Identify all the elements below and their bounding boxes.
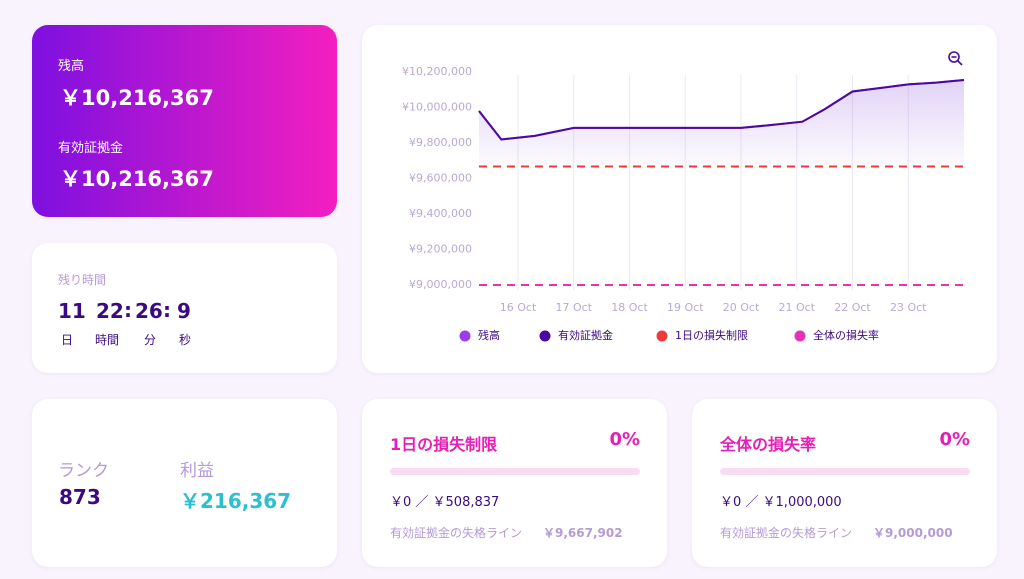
x-tick-label: 16 Oct [500, 301, 537, 314]
y-tick-label: ¥9,200,000 [409, 243, 472, 256]
progress-bar [720, 468, 970, 475]
profit: ￥216,367 [180, 489, 292, 513]
x-tick-label: 19 Oct [667, 301, 704, 314]
loss-title: 1日の損失制限 [390, 435, 498, 454]
zoom-icon[interactable] [948, 51, 963, 66]
countdown-label: 残り時間 [58, 273, 107, 287]
line-label: 有効証拠金の失格ライン [390, 526, 523, 540]
minutes-unit: 分 [144, 333, 157, 347]
minutes: 26 [135, 299, 163, 323]
legend-label: 有効証拠金 [558, 328, 613, 342]
line-value: ￥9,667,902 [543, 526, 623, 540]
y-tick-label: ¥9,400,000 [409, 207, 472, 220]
loss-card: 1日の損失制限 0% ￥0 ／ ￥508,837 有効証拠金の失格ライン ￥9,… [362, 399, 667, 567]
x-tick-label: 22 Oct [834, 301, 871, 314]
loss-amount: ￥0 ／ ￥1,000,000 [720, 495, 842, 510]
loss-amount: ￥0 ／ ￥508,837 [390, 495, 500, 510]
balance: ￥10,216,367 [60, 86, 214, 110]
legend-swatch [656, 330, 668, 342]
legend-label: 全体の損失率 [813, 328, 879, 342]
legend-item[interactable]: 全体の損失率 [794, 328, 880, 342]
progress-bar [390, 468, 640, 475]
chart-card: ¥9,000,000 ¥9,200,000 ¥9,400,000 ¥9,600,000… [362, 25, 997, 373]
line-value: ￥9,000,000 [873, 526, 953, 540]
legend-item[interactable]: 残高 [459, 328, 501, 342]
seconds-unit: 秒 [179, 333, 192, 347]
x-tick-label: 17 Oct [556, 301, 593, 314]
series-line [478, 78, 965, 141]
legend-swatch [539, 330, 551, 342]
separator: : [163, 298, 171, 322]
legend-swatch [794, 330, 806, 342]
days-unit: 日 [61, 333, 74, 347]
loss-title: 全体の損失率 [720, 435, 817, 454]
loss-card: 全体の損失率 0% ￥0 ／ ￥1,000,000 有効証拠金の失格ライン ￥9… [692, 399, 997, 567]
y-tick-label: ¥9,000,000 [409, 278, 472, 291]
legend-item[interactable]: 1日の損失制限 [656, 328, 749, 342]
equity: ￥10,216,367 [60, 167, 214, 191]
seconds: 9 [177, 299, 191, 323]
area [479, 79, 964, 167]
y-tick-label: ¥10,000,000 [402, 101, 472, 114]
profit-label: 利益 [180, 461, 214, 481]
legend-item[interactable]: 有効証拠金 [539, 328, 614, 342]
legend-label: 残高 [478, 328, 500, 342]
rank: 873 [59, 485, 101, 509]
separator: : [124, 298, 132, 322]
loss-percent: 0% [609, 429, 640, 450]
x-tick-label: 18 Oct [611, 301, 648, 314]
legend-label: 1日の損失制限 [675, 328, 748, 342]
x-tick-label: 20 Oct [723, 301, 760, 314]
balance-card: 残高 ￥10,216,367 有効証拠金 ￥10,216,367 [32, 25, 337, 217]
line-label: 有効証拠金の失格ライン [720, 526, 853, 540]
y-tick-label: ¥10,200,000 [402, 65, 472, 78]
x-tick-label: 21 Oct [779, 301, 816, 314]
chart: ¥9,000,000 ¥9,200,000 ¥9,400,000 ¥9,600,000… [402, 51, 965, 342]
loss-percent: 0% [939, 429, 970, 450]
countdown-card: 残り時間 11 22 : 26 : 9 日 時間 分 秒 [32, 243, 337, 373]
y-tick-label: ¥9,800,000 [409, 136, 472, 149]
rank-card: ランク 873 利益 ￥216,367 [32, 399, 337, 567]
hours: 22 [96, 299, 124, 323]
days: 11 [58, 299, 86, 323]
legend-swatch [459, 330, 471, 342]
y-tick-label: ¥9,600,000 [409, 172, 472, 185]
balance-label: 残高 [58, 59, 85, 74]
equity-label: 有効証拠金 [58, 141, 124, 156]
hours-unit: 時間 [95, 333, 120, 347]
x-tick-label: 23 Oct [890, 301, 927, 314]
rank-label: ランク [58, 461, 109, 481]
